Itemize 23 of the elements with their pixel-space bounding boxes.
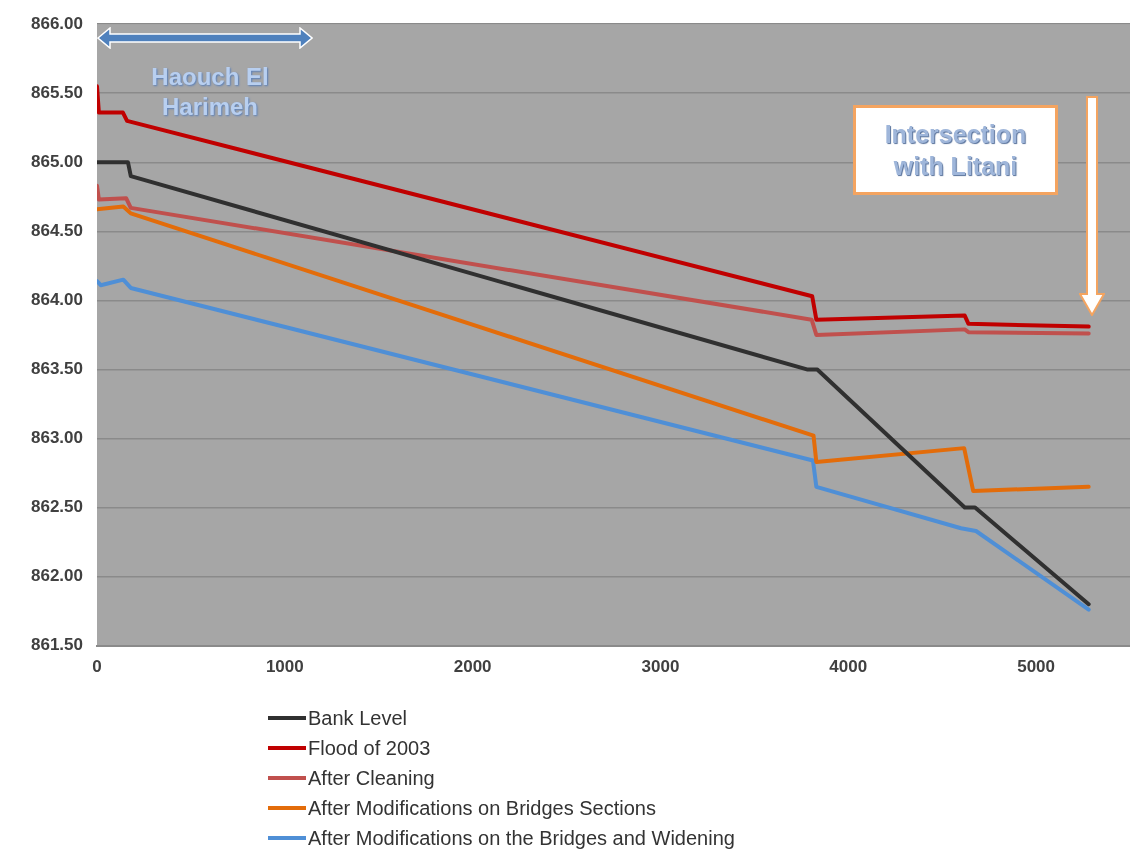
legend-label: Flood of 2003 — [308, 736, 431, 760]
y-tick-label: 865.00 — [31, 151, 83, 171]
legend-label: After Cleaning — [308, 766, 435, 790]
y-tick-label: 864.50 — [31, 221, 83, 241]
x-tick-label: 0 — [92, 657, 102, 677]
x-tick-label: 4000 — [829, 657, 868, 677]
x-tick-label: 5000 — [1017, 657, 1056, 677]
legend-label: Bank Level — [308, 706, 407, 730]
y-tick-label: 866.00 — [31, 13, 83, 33]
annotation: Haouch El Harimeh — [150, 62, 270, 122]
y-tick-label: 862.50 — [31, 497, 83, 517]
x-tick-label: 2000 — [453, 657, 492, 677]
y-tick-label: 863.50 — [31, 359, 83, 379]
y-tick-label: 865.50 — [31, 82, 83, 102]
y-tick-label: 863.00 — [31, 428, 83, 448]
x-tick-label: 1000 — [265, 657, 304, 677]
y-tick-label: 861.50 — [31, 635, 83, 655]
legend-label: After Modifications on the Bridges and Widening — [308, 826, 735, 850]
x-tick-label: 3000 — [641, 657, 680, 677]
legend-label: After Modifications on Bridges Sections — [308, 796, 656, 820]
y-tick-label: 862.00 — [31, 566, 83, 586]
annotation: Intersection with Litani — [853, 105, 1058, 195]
y-tick-label: 864.00 — [31, 290, 83, 310]
